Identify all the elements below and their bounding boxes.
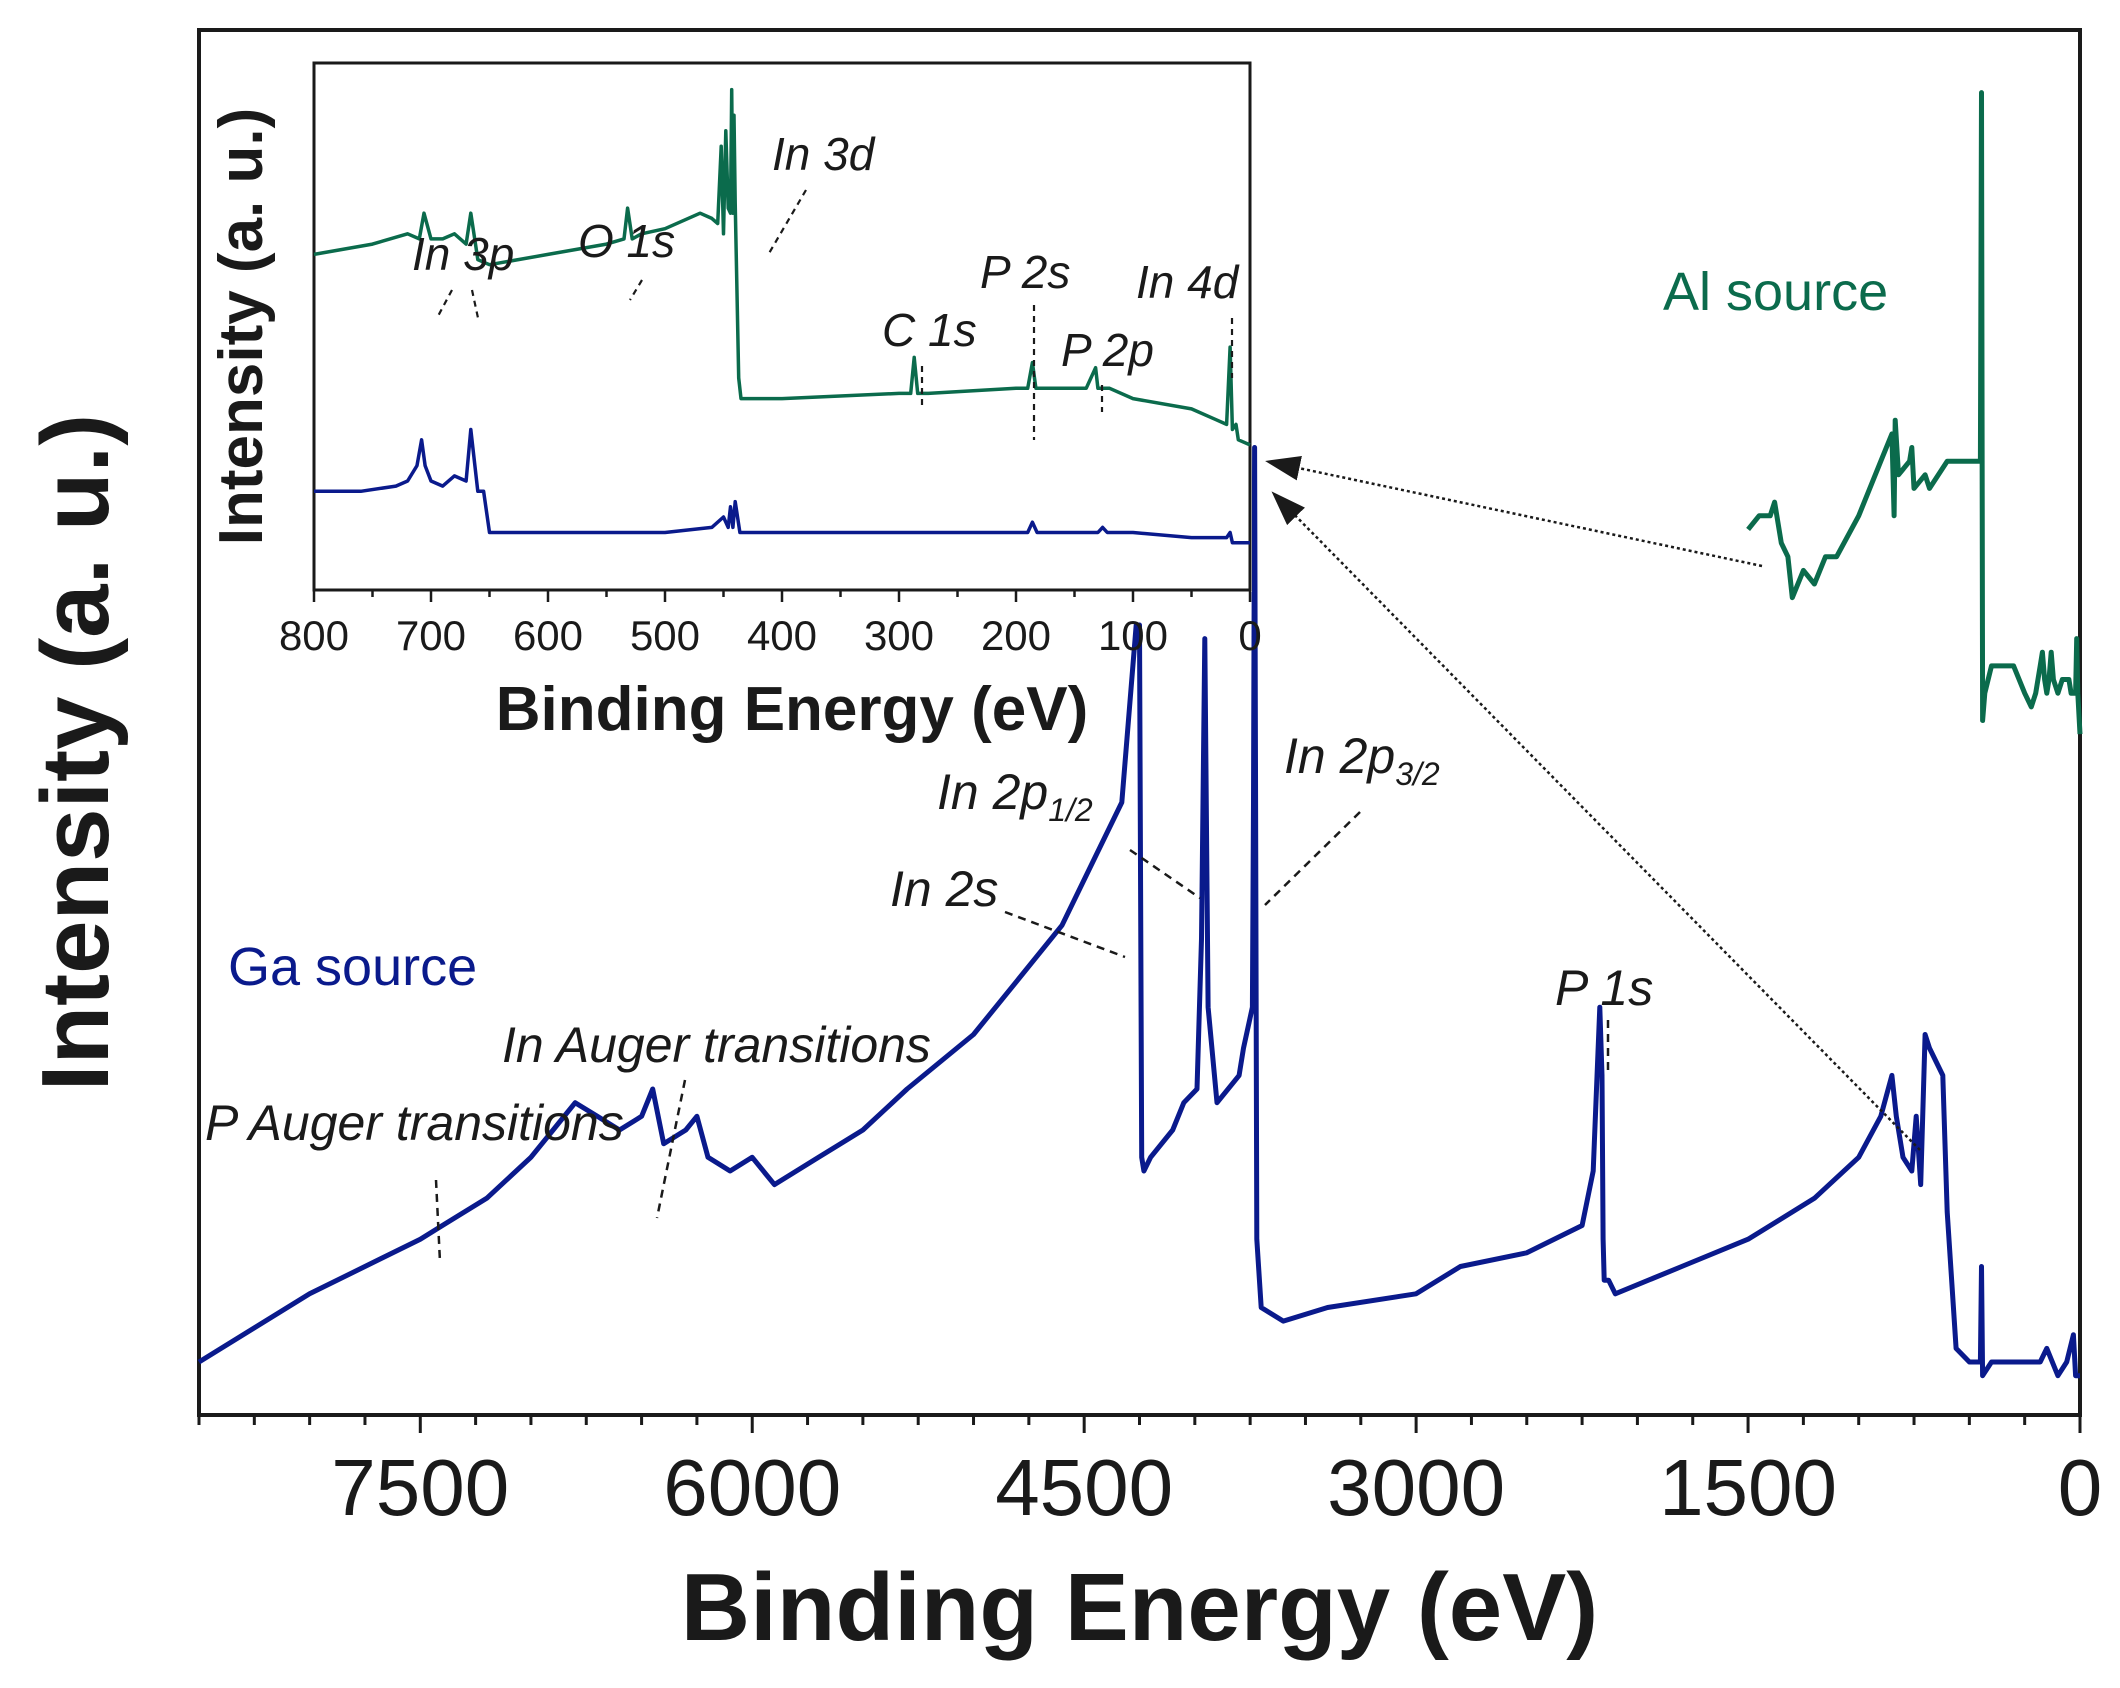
- annotation-leader-line: [434, 1179, 442, 1263]
- inset-peak-label: In 4d: [1136, 256, 1240, 308]
- inset-series-line-al-source: [313, 87, 1251, 447]
- x-tick-label: 6000: [663, 1443, 841, 1532]
- peak-label: In Auger transitions: [502, 1017, 931, 1073]
- peak-label-text: P 1s: [1555, 960, 1653, 1016]
- inset-annotation-leader-line: [470, 289, 480, 319]
- inset-annotation-leader-line: [767, 189, 807, 256]
- inset-x-tick-label: 800: [279, 612, 349, 659]
- inset-annotation-leader-line: [629, 279, 643, 301]
- x-tick-label: 1500: [1659, 1443, 1837, 1532]
- inset-x-tick-label: 700: [396, 612, 466, 659]
- inset-peak-label: C 1s: [882, 304, 977, 356]
- inset-x-tick-label: 400: [747, 612, 817, 659]
- inset-annotation-leader-line: [436, 289, 453, 319]
- peak-label: P 1s: [1555, 960, 1653, 1016]
- x-tick-label: 7500: [331, 1443, 509, 1532]
- x-tick-label: 3000: [1327, 1443, 1505, 1532]
- annotation-leader-line: [655, 1079, 687, 1219]
- inset-peak-label: P 2p: [1061, 324, 1154, 376]
- peak-label-subscript: 1/2: [1048, 792, 1093, 828]
- annotation-leader-line: [1004, 910, 1126, 959]
- inset-peak-label: O 1s: [578, 215, 675, 267]
- y-axis-title: Intensity (a. u.): [22, 414, 129, 1091]
- series-line-ga-source: [197, 445, 2080, 1379]
- x-axis-title: Binding Energy (eV): [681, 1554, 1598, 1661]
- peak-label: In 2p3/2: [1284, 728, 1440, 792]
- peak-label-text: P Auger transitions: [205, 1095, 624, 1151]
- x-tick-label: 0: [2058, 1443, 2103, 1532]
- annotation-leader-line: [1129, 848, 1201, 900]
- peak-label-text: In 2p: [937, 764, 1048, 820]
- inset-x-tick-label: 100: [1098, 612, 1168, 659]
- peak-label: P Auger transitions: [205, 1095, 624, 1151]
- inset-peak-label: In 3d: [772, 128, 876, 180]
- al-source-label: Al source: [1663, 262, 1888, 322]
- inset-peak-label: In 3p: [412, 228, 514, 280]
- peak-label-text: In Auger transitions: [502, 1017, 931, 1073]
- peak-label: In 2s: [890, 861, 998, 917]
- inset-background: [312, 61, 1252, 592]
- ga-source-label: Ga source: [228, 937, 477, 997]
- series-line-al-source: [1746, 90, 2083, 735]
- inset-x-tick-label: 200: [981, 612, 1051, 659]
- inset-peak-label: P 2s: [980, 246, 1070, 298]
- inset-x-tick-label: 500: [630, 612, 700, 659]
- x-tick-label: 4500: [995, 1443, 1173, 1532]
- inset-x-tick-label: 300: [864, 612, 934, 659]
- peak-label-text: In 2p: [1284, 728, 1395, 784]
- peak-label: In 2p1/2: [937, 764, 1093, 828]
- peak-label-subscript: 3/2: [1395, 756, 1440, 792]
- inset-x-axis-title: Binding Energy (eV): [496, 675, 1088, 744]
- annotation-leader-line: [1264, 811, 1361, 906]
- peak-label-text: In 2s: [890, 861, 998, 917]
- zoom-arrow-al: [1265, 455, 1763, 568]
- inset-y-axis-title: Intensity (a. u.): [207, 108, 276, 545]
- inset-x-tick-label: 0: [1238, 612, 1261, 659]
- inset-series-line-ga-source: [314, 427, 1250, 545]
- inset-x-tick-label: 600: [513, 612, 583, 659]
